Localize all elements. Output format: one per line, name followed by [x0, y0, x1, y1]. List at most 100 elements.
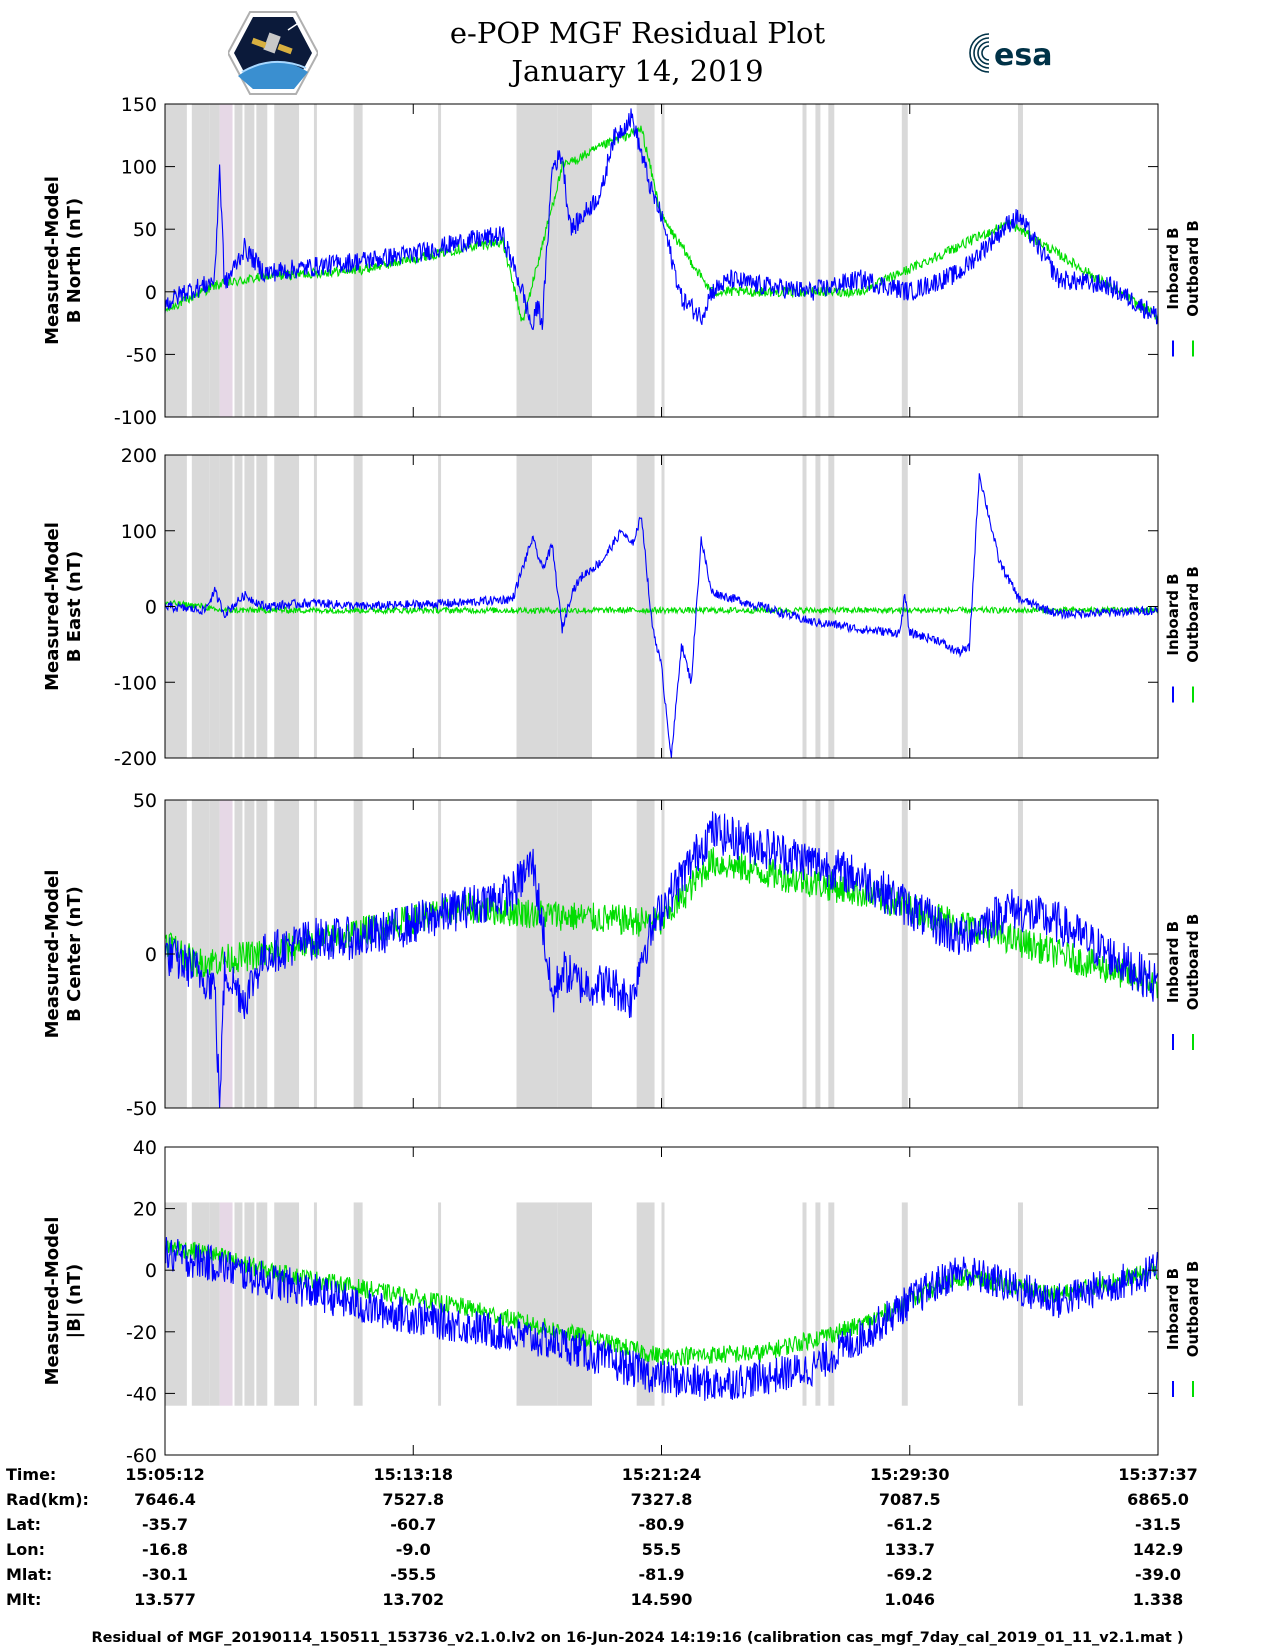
y-tick-label: -100 [114, 407, 157, 429]
data-gap-shade [516, 1202, 558, 1406]
footer-row-label: Lon: [6, 1540, 45, 1559]
data-gap-shade [353, 455, 363, 758]
data-gap-shade [1017, 1202, 1023, 1406]
legend: Inboard B Outboard B [1164, 220, 1202, 357]
footer-row-label: Mlt: [6, 1590, 42, 1609]
y-tick-label: 100 [121, 521, 157, 543]
data-gap-shade [516, 800, 558, 1108]
footer-value: -80.9 [638, 1515, 685, 1534]
cassiope-logo-icon [228, 11, 318, 95]
data-gap-shade [1017, 455, 1023, 758]
legend: Inboard B Outboard B [1164, 914, 1202, 1050]
y-axis-label-line-1: Measured-Model [42, 176, 63, 345]
footer-value: -9.0 [395, 1540, 431, 1559]
footer-row-label: Mlat: [6, 1565, 53, 1584]
inboard-series-line [164, 473, 1159, 759]
legend-inboard-label: Inboard B [1164, 1268, 1182, 1350]
inboard-series-line [164, 108, 1159, 331]
y-axis-label: Measured-Model|B| (nT) [42, 1217, 85, 1386]
data-gap-shade [516, 104, 558, 417]
footer-value: -60.7 [390, 1515, 437, 1534]
y-tick-label: 200 [121, 445, 157, 467]
footer-value: 13.702 [382, 1590, 445, 1609]
footer-value: 142.9 [1132, 1540, 1184, 1559]
footer-value: -16.8 [141, 1540, 189, 1559]
footer-row-label: Rad(km): [6, 1490, 89, 1509]
footer-value: -61.2 [886, 1515, 933, 1534]
y-tick-label: 150 [121, 94, 157, 116]
footer-value: 14.590 [630, 1590, 693, 1609]
title-line-2: January 14, 2019 [511, 54, 764, 88]
y-tick-label: -40 [126, 1383, 157, 1405]
data-gap-shade [244, 455, 255, 758]
data-gap-shade [802, 800, 807, 1108]
data-gap-shade [353, 104, 363, 417]
data-gap-shade [557, 800, 592, 1108]
y-tick-label: -20 [126, 1322, 157, 1344]
page-title: e-POP MGF Residual Plot January 14, 2019 [0, 14, 1275, 90]
footer-value: -39.0 [1134, 1565, 1182, 1584]
data-gap-shade [661, 455, 665, 758]
y-axis-label: Measured-ModelB East (nT) [42, 522, 85, 691]
panel-4: 40 20 0 -20 -40 -60 Measured-Model|B| (nT) Inbo… [42, 1137, 1202, 1467]
y-tick-label: 0 [145, 282, 157, 304]
panel-3: 50 0 -50 Measured-ModelB Center (nT) Inboard… [42, 790, 1202, 1120]
y-axis-label: Measured-ModelB Center (nT) [42, 870, 85, 1039]
data-gap-shade [219, 800, 233, 1108]
data-gap-shade [815, 800, 821, 1108]
data-gap-shade [438, 800, 442, 1108]
data-gap-shade [234, 104, 243, 417]
y-tick-label: 20 [133, 1199, 157, 1221]
data-gap-shade [901, 455, 908, 758]
y-axis-label-line-1: Measured-Model [42, 1217, 63, 1386]
legend-outboard-label: Outboard B [1184, 220, 1202, 317]
footer-row-label: Time: [6, 1465, 57, 1484]
y-tick-label: -100 [114, 672, 157, 694]
data-gap-shade [815, 455, 821, 758]
y-tick-label: 50 [133, 219, 157, 241]
outboard-series-line [164, 599, 1159, 616]
data-gap-shade [209, 1202, 220, 1406]
data-gap-shade [219, 455, 233, 758]
esa-logo-text: esa [994, 38, 1052, 73]
data-gap-shade [256, 1202, 268, 1406]
footer-value: -35.7 [141, 1515, 189, 1534]
data-gap-shade [828, 455, 835, 758]
footer-value: -69.2 [886, 1565, 933, 1584]
data-gap-shade [274, 1202, 300, 1406]
y-axis-label-line-2: |B| (nT) [64, 1264, 85, 1339]
y-axis-label-line-1: Measured-Model [42, 522, 63, 691]
y-tick-label: 0 [145, 944, 157, 966]
legend-outboard-label: Outboard B [1184, 914, 1202, 1011]
y-axis-label-line-2: B East (nT) [64, 551, 85, 663]
legend-inboard-label: Inboard B [1164, 227, 1182, 309]
y-tick-label: -200 [114, 748, 157, 770]
footer-value: 15:29:30 [869, 1465, 950, 1484]
footer-value: 7327.8 [630, 1490, 693, 1509]
y-axis-label: Measured-ModelB North (nT) [42, 176, 85, 345]
footer-value: 55.5 [641, 1540, 682, 1559]
footer-value: 7087.5 [878, 1490, 941, 1509]
data-gap-shade [234, 455, 243, 758]
data-gap-shade [802, 104, 807, 417]
data-gap-shade [901, 104, 908, 417]
footer-value: -81.9 [638, 1565, 685, 1584]
y-tick-label: -50 [126, 1098, 157, 1120]
legend-outboard-label: Outboard B [1184, 1261, 1202, 1358]
residual-plots: 150 100 50 0 -50 -100 Measured-ModelB North (n… [42, 94, 1202, 1467]
y-tick-label: 0 [145, 1260, 157, 1282]
data-gap-shade [209, 104, 220, 417]
data-gap-shade [557, 104, 592, 417]
data-gap-shade [274, 104, 300, 417]
inboard-series-line [164, 1237, 1159, 1401]
y-tick-label: 100 [121, 157, 157, 179]
data-gap-shade [815, 1202, 821, 1406]
y-tick-label: 40 [133, 1137, 157, 1159]
legend-inboard-label: Inboard B [1164, 921, 1182, 1003]
footer-caption: Residual of MGF_20190114_150511_153736_v… [91, 1630, 1184, 1646]
data-gap-shade [234, 1202, 243, 1406]
data-gap-shade [313, 455, 317, 758]
data-gap-shade [828, 800, 835, 1108]
data-gap-shade [438, 455, 442, 758]
data-gap-shade [828, 1202, 835, 1406]
